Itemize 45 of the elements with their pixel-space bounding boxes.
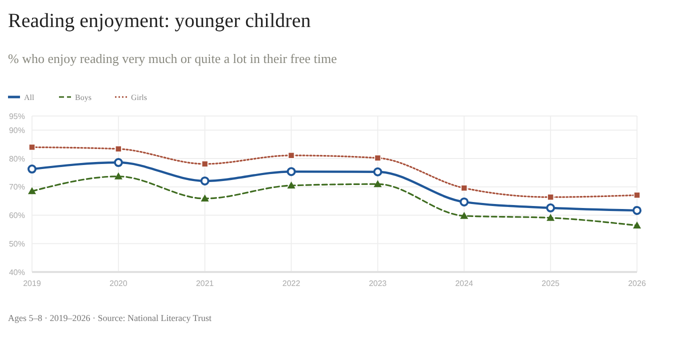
point bbox=[460, 212, 468, 219]
point bbox=[632, 206, 642, 215]
legend-label: Girls bbox=[131, 92, 147, 102]
point bbox=[201, 160, 208, 168]
point bbox=[114, 172, 122, 180]
y-tick-label: 60% bbox=[8, 211, 25, 220]
legend-label: Boys bbox=[75, 92, 92, 102]
x-tick-label: 2019 bbox=[23, 279, 42, 288]
x-tick-label: 2023 bbox=[368, 279, 388, 288]
point bbox=[374, 180, 382, 188]
y-tick-label: 80% bbox=[8, 154, 25, 164]
point bbox=[633, 221, 641, 228]
point bbox=[460, 184, 468, 192]
y-tick-label: 50% bbox=[8, 239, 25, 248]
point bbox=[28, 144, 36, 151]
point bbox=[547, 194, 554, 201]
y-tick-label: 95% bbox=[8, 112, 25, 121]
text: Ages 5–8 · 2019–2026 · Source: National Literacy Trust bbox=[8, 313, 212, 323]
point bbox=[287, 181, 296, 188]
x-tick-label: 2020 bbox=[110, 279, 128, 288]
x-tick-label: 2026 bbox=[628, 279, 646, 288]
legend-label: All bbox=[24, 92, 35, 102]
point bbox=[28, 164, 36, 174]
x-tick-label: 2025 bbox=[542, 279, 560, 288]
y-tick-label: 90% bbox=[8, 126, 25, 135]
point bbox=[374, 154, 382, 162]
point bbox=[546, 203, 556, 212]
x-tick-label: 2024 bbox=[455, 279, 474, 288]
point bbox=[546, 214, 555, 221]
chart-title: Reading enjoyment: younger children bbox=[8, 10, 311, 32]
x-tick-label: 2022 bbox=[282, 279, 301, 288]
point bbox=[373, 167, 382, 176]
point bbox=[200, 176, 210, 186]
y-tick-label: 40% bbox=[8, 268, 25, 277]
point bbox=[634, 192, 640, 199]
chart-subtitle: % who enjoy reading very much or quite a lot in their free time bbox=[8, 51, 338, 66]
point bbox=[286, 167, 296, 176]
point bbox=[200, 194, 209, 202]
point bbox=[115, 146, 122, 152]
point bbox=[460, 197, 469, 206]
point bbox=[28, 187, 36, 194]
y-tick-label: 70% bbox=[8, 182, 25, 192]
point bbox=[114, 158, 123, 168]
point bbox=[288, 152, 295, 159]
x-tick-label: 2021 bbox=[196, 279, 214, 288]
